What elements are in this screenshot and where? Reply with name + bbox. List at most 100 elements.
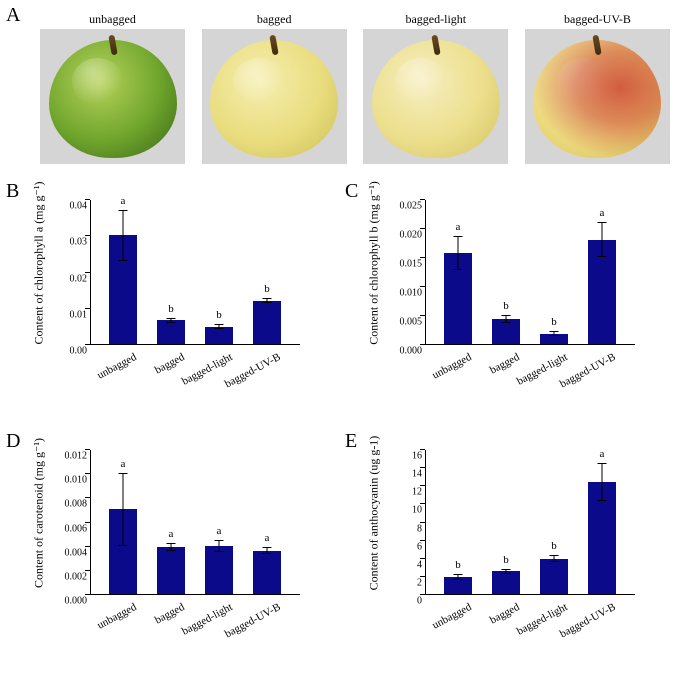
chart-anthocyanin: Content of anthocyanin (ug g-1)bbba02468…	[360, 430, 660, 640]
y-tick-label: 0.015	[382, 259, 422, 270]
y-tick-label: 0.000	[382, 346, 422, 357]
y-tick-label: 12	[382, 487, 422, 498]
significance-label: b	[503, 300, 509, 312]
y-tick-label: 10	[382, 505, 422, 516]
plot-area: abba	[425, 200, 635, 345]
significance-label: b	[551, 316, 557, 328]
bar	[205, 546, 233, 594]
y-tick-mark	[85, 449, 90, 450]
significance-label: b	[216, 309, 222, 321]
y-tick-label: 0	[382, 596, 422, 607]
photo-label: bagged	[257, 12, 292, 27]
y-tick-mark	[420, 485, 425, 486]
y-tick-mark	[85, 473, 90, 474]
photo-label: bagged-UV-B	[564, 12, 631, 27]
error-bar	[123, 473, 124, 546]
apple-photo	[363, 29, 508, 164]
y-tick-mark	[85, 594, 90, 595]
bar	[253, 551, 281, 595]
y-tick-mark	[420, 576, 425, 577]
y-tick-mark	[420, 503, 425, 504]
x-tick-label: unbagged	[430, 601, 473, 632]
significance-label: a	[169, 528, 174, 540]
y-tick-label: 8	[382, 523, 422, 534]
apple-photo	[202, 29, 347, 164]
y-tick-label: 0.010	[47, 475, 87, 486]
apple-photo	[40, 29, 185, 164]
error-bar	[267, 547, 268, 554]
y-tick-label: 0.005	[382, 317, 422, 328]
plot-area: aaaa	[90, 450, 300, 595]
y-tick-label: 4	[382, 559, 422, 570]
significance-label: b	[551, 540, 557, 552]
y-tick-label: 0.03	[47, 237, 87, 248]
y-tick-mark	[85, 497, 90, 498]
y-tick-mark	[420, 558, 425, 559]
apple-photo	[525, 29, 670, 164]
bar	[205, 327, 233, 344]
panel-letter-a: A	[6, 4, 20, 27]
y-tick-label: 16	[382, 451, 422, 462]
y-axis-label: Content of chlorophyll b (mg g⁻¹)	[367, 181, 382, 345]
chart-chlorophyll-a: Content of chlorophyll a (mg g⁻¹) a b b b 0.0…	[25, 180, 325, 390]
apple-blush	[533, 40, 661, 158]
y-tick-mark	[85, 570, 90, 571]
bar	[492, 571, 520, 594]
y-tick-mark	[420, 344, 425, 345]
y-tick-label: 0.01	[47, 309, 87, 320]
y-tick-label: 0.008	[47, 499, 87, 510]
y-tick-mark	[85, 199, 90, 200]
error-bar	[171, 318, 172, 323]
y-tick-mark	[85, 272, 90, 273]
plot-area: bbba	[425, 450, 635, 595]
x-tick-label: unbagged	[95, 601, 138, 632]
y-axis-label: Content of carotenoid (mg g⁻¹)	[32, 438, 47, 588]
y-tick-label: 0.002	[47, 571, 87, 582]
photo-cell: bagged-light	[363, 12, 508, 164]
panel-letter-c: C	[345, 180, 358, 203]
bar	[157, 547, 185, 594]
x-tick-label: bagged	[153, 601, 187, 627]
y-tick-label: 0.020	[382, 230, 422, 241]
y-tick-label: 0.04	[47, 201, 87, 212]
chart-chlorophyll-b: Content of chlorophyll b (mg g⁻¹)abba0.0…	[360, 180, 660, 390]
y-axis-label: Content of chlorophyll a (mg g⁻¹)	[32, 181, 47, 344]
x-tick-label: bagged	[488, 351, 522, 377]
photo-cell: bagged-UV-B	[525, 12, 670, 164]
error-bar	[171, 543, 172, 550]
apple-shape	[372, 40, 500, 158]
y-tick-mark	[420, 199, 425, 200]
error-bar	[506, 569, 507, 574]
y-tick-label: 2	[382, 577, 422, 588]
y-tick-label: 0.000	[47, 596, 87, 607]
significance-label: b	[168, 303, 174, 315]
y-tick-label: 0.02	[47, 273, 87, 284]
y-tick-mark	[85, 522, 90, 523]
significance-label: b	[455, 559, 461, 571]
error-bar	[602, 463, 603, 501]
apple-shape	[49, 40, 177, 158]
photo-cell: unbagged	[40, 12, 185, 164]
y-tick-label: 0.00	[47, 346, 87, 357]
panel-letter-e: E	[345, 430, 357, 453]
plot-area: abbb	[90, 200, 300, 345]
y-tick-label: 14	[382, 469, 422, 480]
photo-label: bagged-light	[405, 12, 466, 27]
y-tick-mark	[420, 467, 425, 468]
x-tick-label: unbagged	[430, 351, 473, 382]
y-tick-mark	[420, 522, 425, 523]
panel-letter-b: B	[6, 180, 19, 203]
significance-label: a	[600, 448, 605, 460]
significance-label: a	[121, 195, 126, 207]
error-bar	[458, 236, 459, 271]
y-tick-mark	[85, 344, 90, 345]
y-tick-label: 6	[382, 541, 422, 552]
significance-label: b	[264, 283, 270, 295]
photo-label: unbagged	[89, 12, 136, 27]
significance-label: a	[456, 221, 461, 233]
photo-cell: bagged	[202, 12, 347, 164]
y-tick-label: 0.010	[382, 288, 422, 299]
y-tick-mark	[85, 308, 90, 309]
error-bar	[267, 298, 268, 303]
apple-shape	[210, 40, 338, 158]
